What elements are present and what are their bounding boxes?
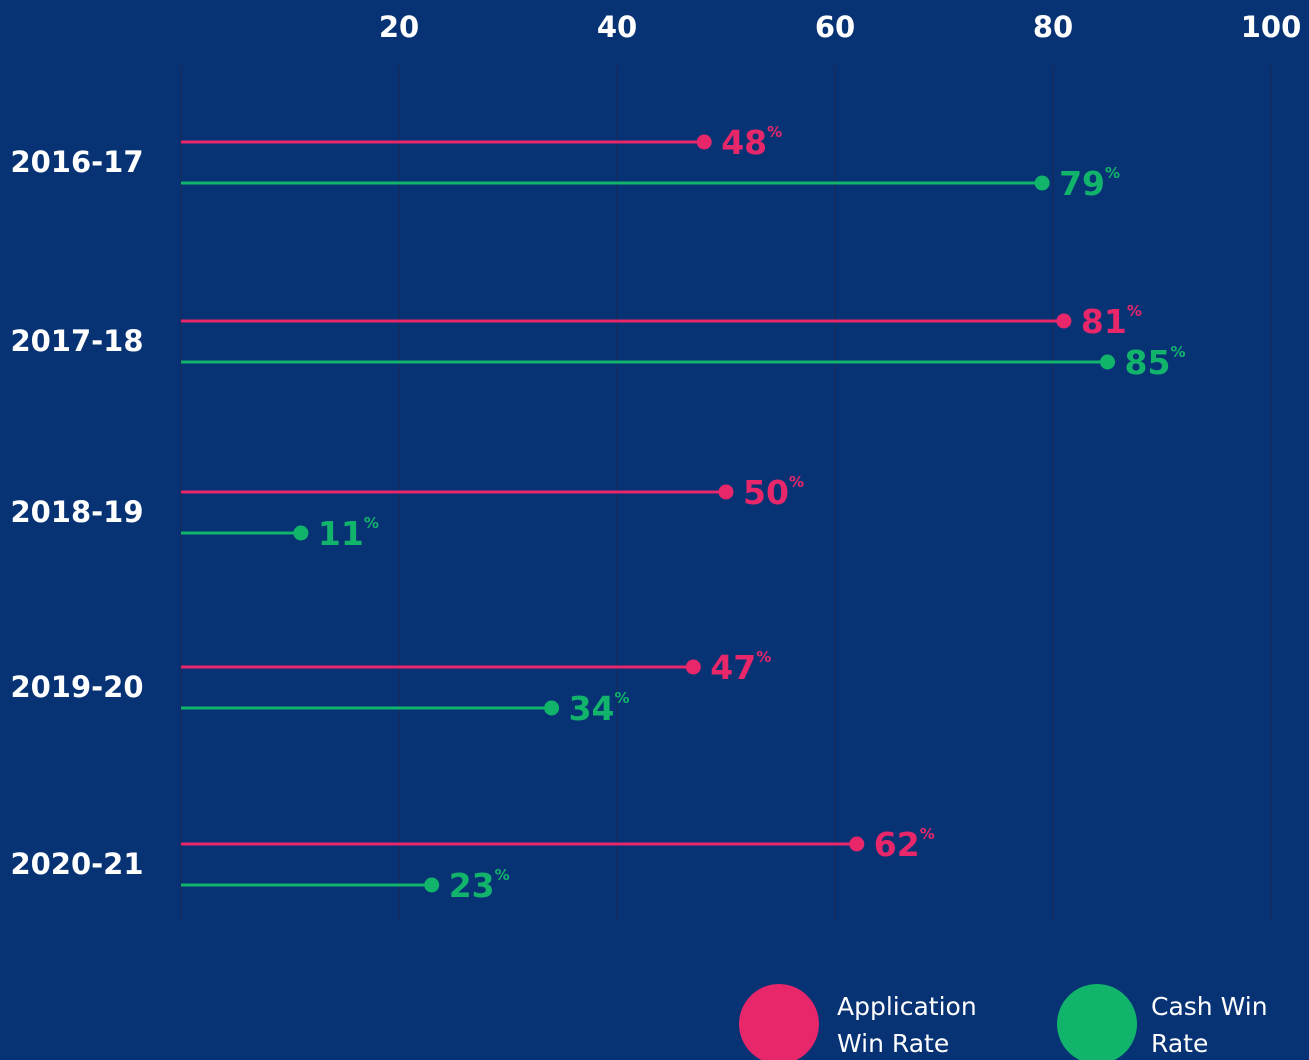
category-label-2016-17: 2016-17 [10,145,143,179]
x-tick-label-60: 60 [815,10,855,44]
point-cash-win-rate-2016-17 [1034,175,1050,191]
legend-swatch-application-win-rate [739,984,819,1060]
point-application-win-rate-2020-21 [849,836,865,852]
point-application-win-rate-2016-17 [696,134,712,150]
point-cash-win-rate-2018-19 [293,525,309,541]
data-label-cash-win-rate-2016-17: 79% [1059,164,1120,203]
data-label-application-win-rate-2018-19: 50% [743,473,804,512]
point-cash-win-rate-2017-18 [1100,354,1115,370]
category-label-2018-19: 2018-19 [10,495,143,529]
x-tick-label-100: 100 [1241,10,1302,44]
point-application-win-rate-2017-18 [1056,313,1072,329]
category-label-2017-18: 2017-18 [10,324,143,358]
legend-label-application-win-rate: Application Win Rate [837,992,977,1058]
data-label-application-win-rate-2016-17: 48% [721,123,782,162]
data-label-application-win-rate-2019-20: 47% [710,648,771,687]
point-application-win-rate-2019-20 [685,659,701,675]
data-label-cash-win-rate-2019-20: 34% [569,689,630,728]
category-label-2020-21: 2020-21 [10,847,143,881]
category-label-2019-20: 2019-20 [10,670,143,704]
data-label-cash-win-rate-2018-19: 11% [318,514,379,553]
point-application-win-rate-2018-19 [718,484,734,500]
data-label-cash-win-rate-2020-21: 23% [449,866,510,905]
legend-label-cash-win-rate: Cash Win Rate [1151,992,1268,1058]
x-tick-label-20: 20 [379,10,419,44]
point-cash-win-rate-2019-20 [544,700,560,716]
point-cash-win-rate-2020-21 [424,877,440,893]
data-label-application-win-rate-2017-18: 81% [1081,302,1142,341]
legend-swatch-cash-win-rate [1057,984,1137,1060]
data-label-cash-win-rate-2017-18: 85% [1125,343,1186,382]
data-label-application-win-rate-2020-21: 62% [874,825,935,864]
x-tick-label-40: 40 [597,10,637,44]
x-tick-label-80: 80 [1033,10,1073,44]
